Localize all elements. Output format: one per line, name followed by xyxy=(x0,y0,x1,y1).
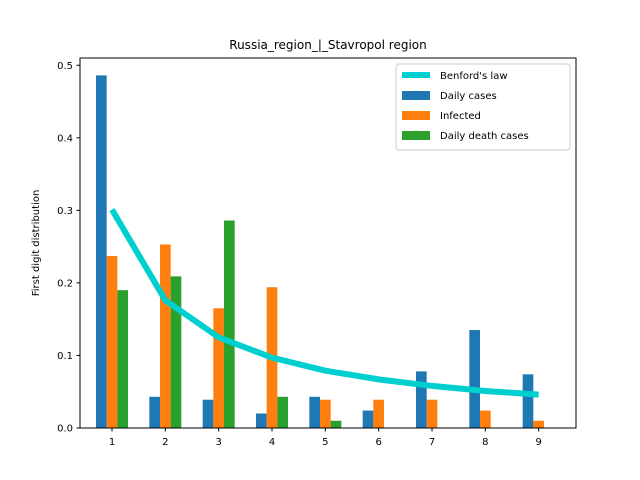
x-tick-label: 6 xyxy=(375,437,381,448)
plot-area xyxy=(96,75,544,428)
y-tick-label: 0.2 xyxy=(57,278,73,289)
bar-infected-9 xyxy=(533,420,544,428)
x-tick-label: 5 xyxy=(322,437,328,448)
bar-daily-cases-7 xyxy=(416,371,427,428)
bar-daily-cases-6 xyxy=(362,410,374,428)
bar-daily-cases-8 xyxy=(469,330,480,428)
y-tick-label: 0.4 xyxy=(57,133,73,144)
y-axis: 0.0 0.1 0.2 0.3 0.4 0.5 xyxy=(57,61,80,435)
bar-daily-cases-2 xyxy=(149,396,160,428)
legend-swatch-bar xyxy=(402,91,430,100)
bar-infected-5 xyxy=(320,399,331,428)
bar-infected-6 xyxy=(373,399,384,428)
y-tick-label: 0.0 xyxy=(57,424,73,435)
bar-daily-death-cases-3 xyxy=(224,220,235,428)
x-tick-label: 2 xyxy=(162,437,168,448)
legend: Benford's law Daily cases Infected Daily de… xyxy=(395,63,571,151)
x-tick-label: 1 xyxy=(109,437,115,448)
x-tick-label: 9 xyxy=(535,437,541,448)
bar-infected-1 xyxy=(106,256,118,428)
legend-label: Benford's law xyxy=(440,71,508,82)
chart-title: Russia_region_|_Stavropol region xyxy=(229,38,426,52)
bar-daily-cases-5 xyxy=(309,396,320,428)
bar-infected-7 xyxy=(426,399,438,428)
x-tick-label: 7 xyxy=(429,437,435,448)
legend-swatch-bar xyxy=(402,111,430,120)
bar-infected-8 xyxy=(480,410,491,428)
legend-swatch-bar xyxy=(402,131,430,140)
benford-line xyxy=(109,208,539,398)
legend-box xyxy=(395,63,571,151)
legend-label: Infected xyxy=(440,111,481,122)
x-tick-label: 3 xyxy=(215,437,221,448)
bar-daily-cases-4 xyxy=(256,413,267,428)
bar-daily-death-cases-2 xyxy=(170,276,182,428)
bar-infected-3 xyxy=(213,308,224,428)
bar-daily-death-cases-5 xyxy=(330,420,342,428)
y-axis-title: First digit distribution xyxy=(31,190,42,297)
y-tick-label: 0.3 xyxy=(57,206,73,217)
bar-daily-cases-1 xyxy=(96,75,107,428)
bar-daily-death-cases-1 xyxy=(117,290,128,428)
x-tick-label: 8 xyxy=(482,437,488,448)
x-axis: 1 2 3 4 5 6 7 8 9 xyxy=(109,428,542,448)
bar-daily-cases-9 xyxy=(522,374,534,428)
y-tick-label: 0.1 xyxy=(57,351,73,362)
bar-daily-cases-3 xyxy=(202,399,214,428)
x-tick-label: 4 xyxy=(269,437,275,448)
bar-daily-death-cases-4 xyxy=(277,396,288,428)
axes-frame xyxy=(79,57,577,429)
legend-label: Daily cases xyxy=(440,91,497,102)
y-tick-label: 0.5 xyxy=(57,61,73,72)
legend-label: Daily death cases xyxy=(440,131,529,142)
bar-infected-2 xyxy=(160,244,171,428)
